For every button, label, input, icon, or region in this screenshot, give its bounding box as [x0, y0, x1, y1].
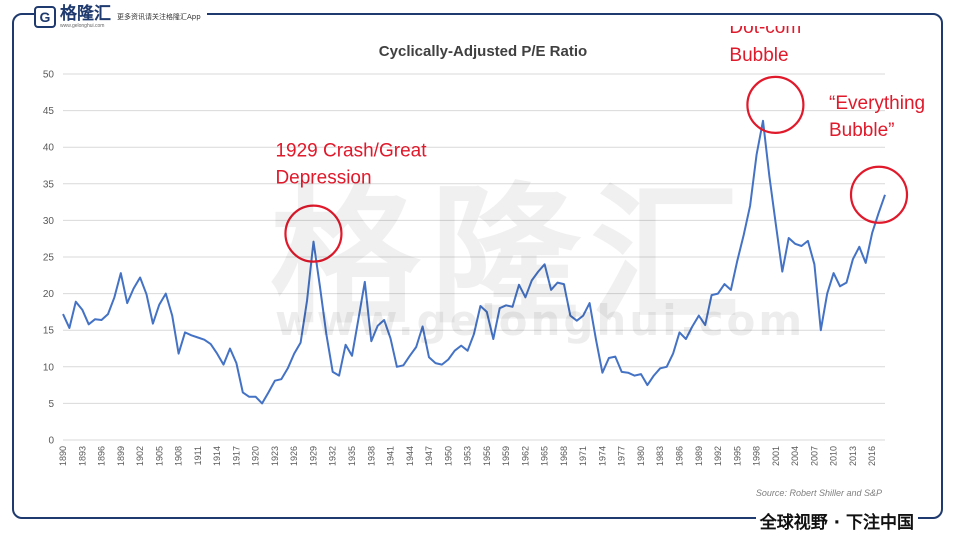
cape-series-line	[62, 119, 886, 405]
y-tick-label: 40	[43, 143, 55, 154]
chart-title: Cyclically-Adjusted P/E Ratio	[379, 43, 587, 60]
x-tick-label: 1989	[694, 446, 704, 466]
x-tick-label: 1929	[308, 446, 318, 466]
annotation-label: “Everything	[829, 93, 925, 114]
x-tick-label: 1905	[154, 446, 164, 466]
x-tick-label: 1944	[405, 446, 415, 466]
x-tick-label: 1920	[251, 446, 261, 466]
x-tick-label: 1926	[289, 446, 299, 466]
x-tick-label: 1896	[97, 446, 107, 466]
y-tick-label: 10	[43, 362, 55, 373]
x-tick-label: 1986	[675, 446, 685, 466]
x-tick-label: 1893	[77, 446, 87, 466]
logo-text: 格隆汇 www.gelonghui.com	[60, 3, 111, 29]
x-tick-label: 1968	[559, 446, 569, 466]
x-tick-label: 1980	[636, 446, 646, 466]
x-tick-label: 1995	[732, 446, 742, 466]
y-tick-label: 5	[48, 399, 54, 410]
x-tick-label: 1983	[655, 446, 665, 466]
annotation-circle	[284, 204, 343, 263]
y-tick-label: 50	[43, 70, 55, 81]
tagline: 更多资讯请关注格隆汇App	[117, 13, 201, 21]
logo-icon: G	[34, 6, 56, 28]
x-tick-label: 2001	[771, 446, 781, 466]
y-tick-label: 0	[48, 436, 54, 447]
logo-url: www.gelonghui.com	[60, 22, 105, 29]
y-tick-label: 20	[43, 289, 55, 300]
annotation-circle	[849, 165, 909, 224]
x-tick-label: 1992	[713, 446, 723, 466]
x-tick-label: 1899	[116, 446, 126, 466]
x-tick-label: 1935	[347, 446, 357, 466]
cape-line-chart: Cyclically-Adjusted P/E Ratio 0 5 10 15 20 25 3…	[43, 17, 925, 498]
x-tick-label: 1998	[752, 446, 762, 466]
annotation-label: Depression	[275, 168, 371, 189]
x-tick-label: 1965	[540, 446, 550, 466]
header-brand: G 格隆汇 www.gelonghui.com 更多资讯请关注格隆汇App	[34, 4, 207, 30]
chart-source: Source: Robert Shiller and S&P	[756, 488, 882, 498]
annotation-label: Bubble	[729, 45, 788, 66]
x-tick-label: 1890	[58, 446, 68, 466]
footer-slogan: 全球视野 · 下注中国	[755, 508, 918, 533]
x-tick-label: 1908	[174, 446, 184, 466]
x-tick-label: 1953	[463, 446, 473, 466]
x-tick-label: 2010	[829, 446, 839, 466]
y-tick-label: 30	[43, 216, 55, 227]
x-tick-label: 1923	[270, 446, 280, 466]
x-tick-label: 1956	[482, 446, 492, 466]
x-tick-label: 1902	[135, 446, 145, 466]
annotation-label: 1929 Crash/Great	[275, 141, 427, 162]
y-tick-label: 15	[43, 326, 55, 337]
y-tick-label: 45	[43, 106, 55, 117]
y-tick-label: 35	[43, 179, 55, 190]
x-tick-label: 1947	[424, 446, 434, 466]
x-tick-label: 1911	[193, 446, 203, 465]
x-tick-label: 1971	[578, 446, 588, 466]
annotation-label: Bubble”	[829, 120, 895, 141]
y-tick-label: 25	[43, 253, 55, 264]
x-tick-label: 1941	[386, 446, 396, 466]
chart-panel: Cyclically-Adjusted P/E Ratio 0 5 10 15 20 25 3…	[27, 17, 939, 504]
x-tick-label: 1938	[366, 446, 376, 466]
x-tick-label: 2007	[809, 446, 819, 466]
x-tick-label: 2016	[867, 446, 877, 466]
blue-frame	[12, 13, 943, 519]
x-tick-label: 2004	[790, 446, 800, 466]
x-tick-label: 1932	[328, 446, 338, 466]
logo-name: 格隆汇	[60, 3, 111, 24]
annotation-circle	[746, 75, 805, 134]
x-tick-label: 1962	[520, 446, 530, 466]
x-tick-label: 1914	[212, 446, 222, 466]
x-tick-label: 1974	[597, 446, 607, 466]
x-tick-label: 1950	[443, 446, 453, 466]
x-tick-label: 1977	[617, 446, 627, 466]
x-tick-label: 1917	[231, 446, 241, 466]
x-tick-label: 1959	[501, 446, 511, 466]
x-tick-label: 2013	[848, 446, 858, 466]
